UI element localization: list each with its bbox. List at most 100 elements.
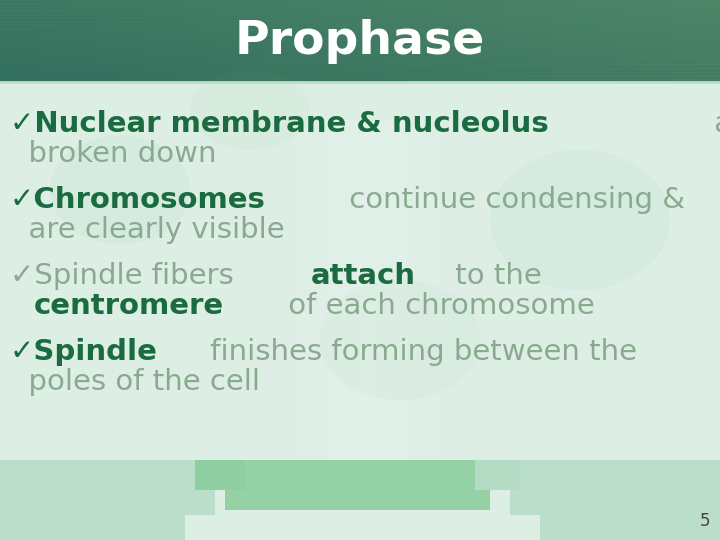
Bar [624,0,637,82]
Bar [0,82,720,540]
Bar [0,43,720,45]
Text: attach: attach [310,262,415,290]
Text: of each chromosome: of each chromosome [279,292,595,320]
Bar [440,120,456,460]
Bar [192,0,205,82]
Bar [0,24,720,26]
Bar [0,6,720,8]
Text: are clearly visible: are clearly visible [10,216,284,244]
Bar [0,53,720,56]
Bar [336,0,349,82]
Bar [264,0,277,82]
Bar [0,21,720,23]
Bar [48,0,61,82]
Bar [312,120,328,460]
Bar [0,68,720,70]
Bar [0,79,720,82]
Bar [0,74,720,77]
Bar [0,1,720,3]
Text: broken down: broken down [10,140,217,168]
Text: Prophase: Prophase [235,18,485,64]
Bar [0,63,720,65]
Bar [468,0,481,82]
Bar [0,26,720,29]
Bar [612,0,625,82]
Bar [108,0,121,82]
Bar [0,42,720,44]
Bar [0,58,720,60]
Bar [132,0,145,82]
Polygon shape [490,150,670,290]
Text: ✓Spindle: ✓Spindle [10,338,158,366]
Bar [376,120,392,460]
Bar [432,0,445,82]
Bar [0,60,720,63]
Bar [344,120,360,460]
Polygon shape [320,280,480,400]
Bar [312,0,325,82]
Bar [36,0,49,82]
Bar [0,3,720,5]
Bar [588,0,601,82]
Bar [0,0,13,82]
Bar [396,0,409,82]
Bar [0,2,720,4]
Bar [0,28,720,30]
Bar [280,120,296,460]
Bar [0,18,720,21]
Text: ✓Chromosomes: ✓Chromosomes [10,186,266,214]
Bar [0,47,720,49]
Bar [200,120,216,460]
Bar [0,9,720,11]
Bar [276,0,289,82]
Bar [600,0,613,82]
Bar [324,0,337,82]
Bar [296,120,312,460]
Polygon shape [475,460,720,540]
Bar [408,0,421,82]
Bar [564,0,577,82]
Bar [0,25,720,28]
Bar [552,0,565,82]
Polygon shape [190,70,310,150]
Bar [0,12,720,15]
Bar [0,7,720,10]
Bar [0,19,720,22]
Bar [0,14,720,16]
Bar [328,120,344,460]
Bar [492,0,505,82]
Bar [0,70,720,72]
Bar [576,0,589,82]
Bar [384,0,397,82]
Bar [0,52,720,55]
Bar [636,0,649,82]
Bar [444,0,457,82]
Bar [216,120,232,460]
Bar [156,0,169,82]
Bar [0,35,720,37]
Bar [120,0,133,82]
Bar [0,66,720,69]
Bar [0,78,720,80]
Bar [0,30,720,33]
Bar [0,76,720,78]
Bar [0,32,720,34]
Bar [0,73,720,75]
Bar [480,0,493,82]
Bar [708,0,720,82]
Bar [360,0,373,82]
Text: are: are [705,110,720,138]
Bar [528,0,541,82]
Bar [540,0,553,82]
Bar [24,0,37,82]
Bar [0,22,720,25]
Bar [168,0,181,82]
Bar [0,33,720,36]
Bar [228,0,241,82]
Bar [0,39,720,41]
Bar [672,0,685,82]
Bar [216,0,229,82]
Bar [84,0,97,82]
Bar [504,0,517,82]
Bar [0,77,720,79]
